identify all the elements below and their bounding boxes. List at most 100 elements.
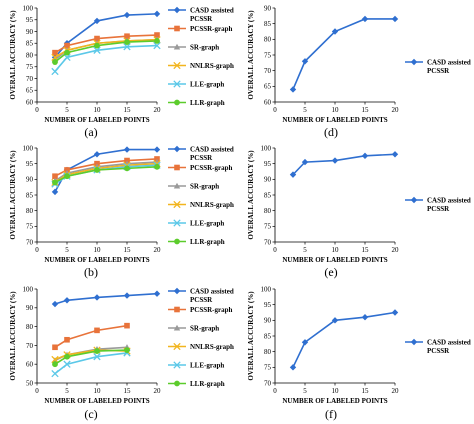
data-point-5-2 <box>94 42 100 49</box>
y-tick-label: 95 <box>26 16 34 24</box>
x-tick-label: 5 <box>303 106 307 114</box>
x-tick-label: 0 <box>35 387 39 395</box>
x-tick-label: 15 <box>124 387 132 395</box>
x-tick-label: 10 <box>332 106 340 114</box>
legend-marker-0 <box>173 287 181 295</box>
y-tick-label: 80 <box>264 348 272 356</box>
x-axis-title: NUMBER OF LABELED POINTS <box>44 116 149 124</box>
series-line-0 <box>54 148 157 193</box>
y-tick-label: 90 <box>26 304 34 312</box>
data-point-5-1 <box>64 353 70 360</box>
series-line-0 <box>292 18 395 90</box>
y-tick-label: 90 <box>264 4 272 12</box>
legend-label-4: LLE-graph <box>190 362 224 370</box>
y-tick-label: 50 <box>26 379 34 387</box>
data-point-3-0 <box>51 355 59 364</box>
data-point-5-2 <box>94 348 100 354</box>
data-point-5-3 <box>124 347 130 353</box>
data-point-1-0 <box>52 344 58 351</box>
y-tick-label: 90 <box>264 317 272 325</box>
panel-label: (a) <box>84 125 97 139</box>
y-tick-label: 80 <box>264 36 272 44</box>
y-tick-label: 100 <box>23 144 34 152</box>
series-line-0 <box>292 311 396 368</box>
y-tick-label: 70 <box>26 75 34 83</box>
y-tick-label: 60 <box>264 98 272 106</box>
legend-label-3: NNLRS-graph <box>190 201 234 209</box>
panel-label: (c) <box>84 407 97 421</box>
y-tick-label: 100 <box>23 285 34 293</box>
y-tick-label: 100 <box>23 4 34 12</box>
data-point-0-4 <box>391 151 399 158</box>
x-axis-title: NUMBER OF LABELED POINTS <box>44 397 149 405</box>
legend-marker-2 <box>173 43 181 50</box>
data-point-0-2 <box>331 157 339 164</box>
y-tick-label: 85 <box>26 191 34 199</box>
legend-marker-0 <box>173 145 181 153</box>
panel-label: (e) <box>324 265 337 279</box>
data-point-1-0 <box>52 49 58 56</box>
legend-label-5: LLR-graph <box>190 238 225 246</box>
x-axis-title: NUMBER OF LABELED POINTS <box>44 256 149 264</box>
legend-marker-1 <box>174 306 180 313</box>
legend-label-2: SR-graph <box>190 325 219 333</box>
data-point-5-0 <box>52 179 58 186</box>
y-tick-label: 75 <box>264 364 272 372</box>
legend-label-2: SR-graph <box>190 183 219 191</box>
x-tick-label: 10 <box>332 387 340 395</box>
legend-marker-5 <box>174 238 180 245</box>
legend-marker-3 <box>173 200 181 209</box>
data-point-5-2 <box>94 167 100 173</box>
data-point-5-0 <box>52 361 58 368</box>
panel-label: (b) <box>84 265 98 279</box>
chart-panel-f: 0 5 10 15 20 70 75 80 85 90 95 100 NUMBER OF LABELED… <box>247 285 471 421</box>
y-tick-label: 60 <box>26 98 34 106</box>
y-tick-label: 95 <box>264 160 272 168</box>
x-tick-label: 20 <box>154 246 162 254</box>
y-tick-label: 65 <box>26 87 34 95</box>
x-tick-label: 20 <box>154 106 162 114</box>
legend-marker-0 <box>410 196 418 204</box>
data-point-0-2 <box>331 317 339 324</box>
data-point-0-1 <box>301 339 309 346</box>
data-point-0-3 <box>361 152 369 160</box>
legend-label-1: PCSSR-graph <box>190 306 233 314</box>
data-point-1-1 <box>64 42 70 49</box>
y-tick-label: 70 <box>264 67 272 75</box>
data-point-0-1 <box>301 158 309 166</box>
data-point-1-2 <box>94 35 100 42</box>
chart-panel-d: 0 5 10 15 20 60 65 70 75 80 85 90 NUMBER OF LABELED … <box>247 4 471 139</box>
data-point-0-1 <box>301 58 309 65</box>
x-tick-label: 20 <box>392 246 400 254</box>
legend-label-0: CASD assisted PCSSR <box>427 339 471 356</box>
legend-label-1: PCSSR-graph <box>190 164 233 172</box>
legend-marker-3 <box>173 61 181 70</box>
data-point-0-0 <box>51 300 59 308</box>
data-point-0-2 <box>331 28 339 35</box>
x-tick-label: 0 <box>35 246 39 254</box>
legend-marker-0 <box>173 6 181 14</box>
legend-label-5: LLR-graph <box>190 380 225 388</box>
x-tick-label: 0 <box>273 246 277 254</box>
legend-marker-1 <box>174 164 180 171</box>
x-tick-label: 5 <box>65 246 69 254</box>
data-point-0-2 <box>93 17 101 25</box>
y-axis-title: OVERALL ACCURACY (%) <box>247 291 255 381</box>
legend-label-4: LLE-graph <box>190 220 224 228</box>
y-axis-title: OVERALL ACCURACY (%) <box>9 291 17 381</box>
x-tick-label: 0 <box>273 106 277 114</box>
x-tick-label: 15 <box>362 246 370 254</box>
chart-panel-b: 0 5 10 15 20 70 75 80 85 90 95 100 NUMBER OF LABELED… <box>9 144 234 279</box>
x-axis-title: NUMBER OF LABELED POINTS <box>282 256 387 264</box>
data-point-5-1 <box>64 173 70 180</box>
data-point-0-0 <box>289 86 297 93</box>
y-axis-title: OVERALL ACCURACY (%) <box>9 10 17 100</box>
legend-label-0: CASD assisted PCSSR <box>190 7 234 24</box>
y-tick-label: 90 <box>26 28 34 36</box>
y-axis-title: OVERALL ACCURACY (%) <box>247 150 255 240</box>
data-point-0-0 <box>289 364 297 371</box>
legend-label-0: CASD assisted PCSSR <box>427 197 471 214</box>
data-point-0-3 <box>123 292 131 299</box>
chart-panel-a: 0 5 10 15 20 60 65 70 75 80 85 90 95 100 NUMBER OF LAB… <box>9 4 234 139</box>
data-point-4-0 <box>51 369 59 378</box>
